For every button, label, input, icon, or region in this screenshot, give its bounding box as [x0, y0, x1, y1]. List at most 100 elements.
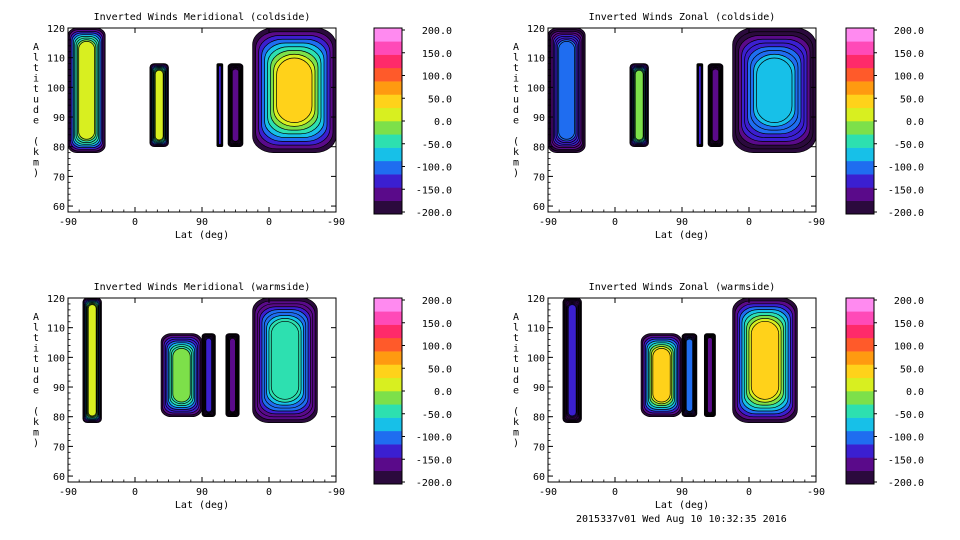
colorbar-label: 200.0 — [422, 296, 452, 307]
colorbar-label: 0.0 — [906, 117, 924, 128]
colorbar-swatch — [374, 430, 402, 445]
colorbar-swatch — [846, 377, 874, 392]
x-tick-label: 90 — [196, 217, 208, 228]
contour-band — [270, 320, 300, 400]
colorbar-swatch — [374, 391, 402, 405]
y-tick-label: 100 — [527, 353, 545, 364]
colorbar-swatch — [846, 94, 874, 109]
colorbar-label: 0.0 — [906, 387, 924, 398]
colorbar-label: -200.0 — [416, 478, 452, 489]
y-tick-label: 80 — [53, 413, 65, 424]
contour-band — [231, 68, 240, 142]
colorbar-swatch — [846, 457, 874, 472]
data-region — [160, 333, 203, 418]
data-layer — [548, 28, 816, 153]
y-tick-label: 120 — [47, 294, 65, 305]
data-region — [732, 28, 816, 153]
colorbar-swatch — [846, 81, 874, 95]
colorbar-swatch — [374, 28, 402, 42]
x-tick-label: -90 — [539, 217, 557, 228]
colorbar-swatch — [846, 67, 874, 82]
colorbar-swatch — [374, 94, 402, 109]
colorbar-label: -150.0 — [416, 185, 452, 196]
contour-band — [154, 69, 164, 141]
contour-band — [756, 57, 793, 123]
chart-title: Inverted Winds Meridional (warmside) — [94, 282, 311, 293]
colorbar-label: 150.0 — [422, 49, 452, 60]
y-tick-label: 60 — [53, 472, 65, 483]
colorbar-swatch — [846, 54, 874, 69]
x-tick-label: 0 — [132, 217, 138, 228]
colorbar-swatch — [846, 160, 874, 175]
x-tick-label: 0 — [266, 487, 272, 498]
data-region — [629, 63, 649, 148]
contour-band — [698, 65, 702, 145]
colorbar-label: -100.0 — [416, 163, 452, 174]
x-tick-label: -90 — [327, 487, 345, 498]
colorbar: 200.0 150.0 100.0 50.0 0.0 -50.0 -100.0 -150.0 -… — [845, 296, 924, 489]
x-axis-label: Lat (deg) — [655, 500, 709, 511]
y-tick-label: 70 — [533, 442, 545, 453]
data-region — [225, 333, 240, 418]
contour-band — [229, 338, 236, 413]
contour-band — [685, 338, 693, 412]
colorbar: 200.0 150.0 100.0 50.0 0.0 -50.0 -100.0 -150.0 -… — [845, 26, 924, 219]
data-region — [68, 28, 106, 153]
data-region — [216, 63, 224, 148]
chart-title: Inverted Winds Zonal (coldside) — [589, 12, 776, 23]
colorbar-swatch — [374, 174, 402, 188]
y-tick-label: 90 — [533, 383, 545, 394]
colorbar-swatch — [374, 417, 402, 432]
contour-band — [711, 68, 720, 142]
x-tick-label: -90 — [807, 487, 825, 498]
data-region — [548, 28, 586, 153]
colorbar-label: -50.0 — [894, 410, 924, 421]
y-tick-label: 120 — [47, 24, 65, 35]
colorbar-swatch — [846, 121, 874, 135]
colorbar-swatch — [846, 134, 874, 148]
footer-timestamp: 2015337v01 Wed Aug 10 10:32:35 2016 — [576, 514, 787, 525]
data-region — [562, 298, 582, 423]
colorbar-swatch — [374, 470, 402, 485]
colorbar-label: 100.0 — [422, 72, 452, 83]
y-tick-label: 110 — [47, 54, 65, 65]
data-region — [149, 63, 169, 148]
y-tick-label: 90 — [53, 383, 65, 394]
colorbar-swatch — [846, 147, 874, 162]
data-region — [252, 28, 336, 153]
colorbar-swatch — [374, 457, 402, 472]
colorbar-swatch — [374, 444, 402, 458]
colorbar-swatch — [846, 444, 874, 458]
y-tick-label: 80 — [533, 143, 545, 154]
x-tick-label: 0 — [612, 487, 618, 498]
data-layer — [82, 298, 318, 423]
y-tick-label: 110 — [527, 324, 545, 335]
x-tick-label: -90 — [59, 487, 77, 498]
colorbar-swatch — [374, 324, 402, 339]
x-tick-label: 0 — [612, 217, 618, 228]
colorbar-label: 50.0 — [900, 94, 924, 105]
colorbar-label: 100.0 — [894, 72, 924, 83]
colorbar-label: 150.0 — [422, 319, 452, 330]
colorbar-swatch — [846, 391, 874, 405]
contour-band — [634, 69, 644, 141]
colorbar-swatch — [846, 324, 874, 339]
colorbar-label: -50.0 — [422, 140, 452, 151]
y-tick-label: 80 — [53, 143, 65, 154]
colorbar-swatch — [374, 81, 402, 95]
colorbar: 200.0 150.0 100.0 50.0 0.0 -50.0 -100.0 -150.0 -… — [373, 296, 452, 489]
x-tick-label: 0 — [746, 217, 752, 228]
y-tick-label: 110 — [47, 324, 65, 335]
colorbar-label: -100.0 — [888, 433, 924, 444]
colorbar-swatch — [374, 337, 402, 352]
colorbar-label: -50.0 — [422, 410, 452, 421]
colorbar-swatch — [846, 200, 874, 215]
panel-2: Inverted Winds Meridional (warmside) 60 70… — [33, 282, 452, 511]
colorbar-swatch — [846, 364, 874, 379]
colorbar-swatch — [374, 147, 402, 162]
contour-band — [172, 348, 191, 403]
colorbar-label: 0.0 — [434, 387, 452, 398]
colorbar-label: 0.0 — [434, 117, 452, 128]
